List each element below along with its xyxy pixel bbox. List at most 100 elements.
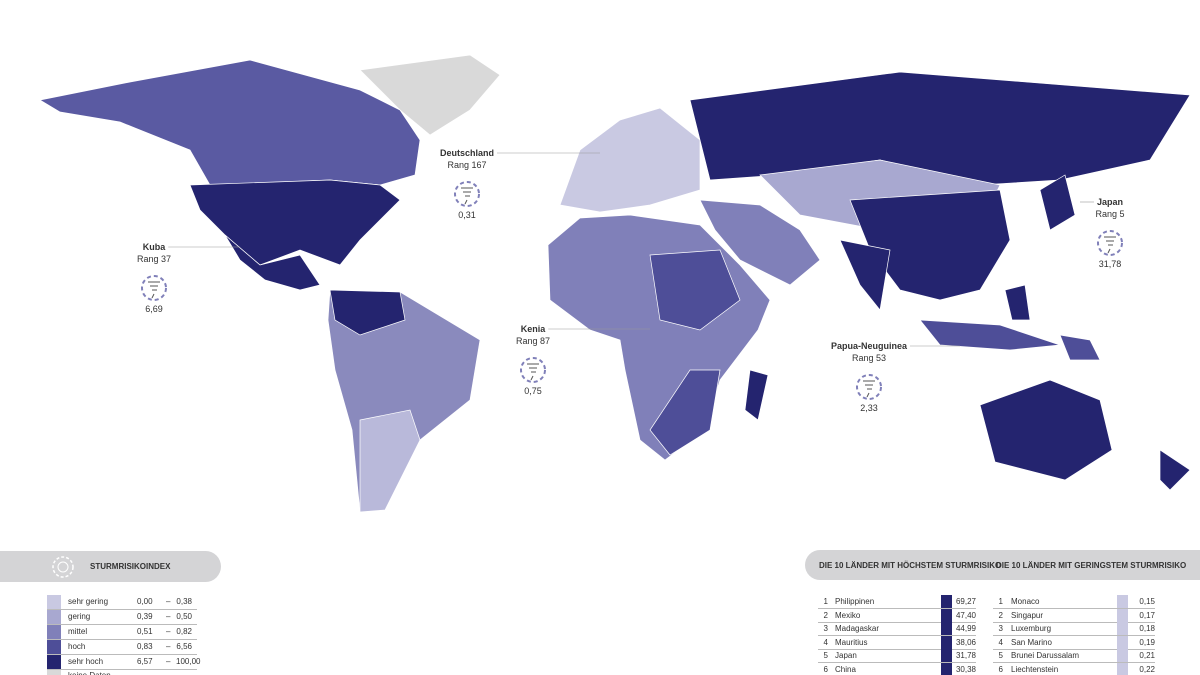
legend-separator: – bbox=[166, 657, 171, 666]
storm-icon bbox=[1097, 230, 1123, 256]
callout-country: Japan bbox=[1097, 197, 1123, 207]
legend-label: mittel bbox=[68, 627, 88, 636]
legend-label: gering bbox=[68, 612, 91, 621]
callout-rank: Rang 87 bbox=[516, 336, 550, 346]
risk-value: 69,27 bbox=[955, 597, 976, 606]
legend-swatch bbox=[47, 640, 61, 654]
risk-value: 30,38 bbox=[955, 664, 976, 674]
legend-separator: – bbox=[166, 612, 171, 621]
countries bbox=[39, 54, 1191, 513]
risk-value: 38,06 bbox=[955, 637, 976, 647]
legend-separator: – bbox=[166, 627, 171, 636]
legend-rule bbox=[47, 669, 197, 670]
rank-number: 4 bbox=[823, 637, 828, 647]
color-bar bbox=[941, 649, 952, 663]
legend-high: 0,82 bbox=[176, 627, 192, 636]
country-name: Singapur bbox=[1011, 610, 1044, 620]
legend-swatch bbox=[47, 655, 61, 669]
storm-icon bbox=[856, 374, 882, 400]
legend-low: 0,83 bbox=[137, 642, 153, 651]
rank-number: 3 bbox=[998, 624, 1003, 633]
callout-rank: Rang 53 bbox=[852, 353, 886, 363]
color-bar bbox=[1117, 635, 1128, 650]
callout-rank: Rang 5 bbox=[1095, 209, 1124, 219]
highest-title: DIE 10 LÄNDER MIT HÖCHSTEM STURMRISIKO bbox=[819, 561, 1002, 570]
legend-low: 6,57 bbox=[137, 657, 153, 666]
rank-number: 1 bbox=[998, 597, 1003, 606]
rank-number: 1 bbox=[823, 597, 828, 606]
legend-rule bbox=[47, 624, 197, 625]
legend-header: STURMRISIKOINDEX bbox=[0, 551, 221, 582]
callout-value: 0,31 bbox=[458, 210, 476, 220]
legend-separator: – bbox=[166, 642, 171, 651]
row-rule bbox=[993, 648, 1155, 650]
risk-value: 0,17 bbox=[1139, 610, 1155, 620]
legend-swatch bbox=[47, 670, 61, 675]
legend-swatch bbox=[47, 595, 61, 609]
color-bar bbox=[1117, 662, 1128, 675]
country-name: Madagaskar bbox=[835, 624, 880, 633]
rank-number: 5 bbox=[998, 651, 1003, 660]
color-bar bbox=[941, 622, 952, 636]
row-rule bbox=[818, 635, 976, 636]
callout-rank: Rang 167 bbox=[447, 160, 486, 170]
callout-value: 0,75 bbox=[524, 386, 542, 396]
risk-value: 31,78 bbox=[955, 651, 976, 660]
rank-number: 2 bbox=[998, 610, 1003, 620]
legend-separator: – bbox=[166, 597, 171, 606]
color-bar bbox=[941, 635, 952, 650]
color-bar bbox=[1117, 649, 1128, 663]
color-bar bbox=[941, 662, 952, 675]
country-name: Brunei Darussalam bbox=[1011, 651, 1080, 660]
legend-label: sehr hoch bbox=[68, 657, 104, 666]
risk-value: 0,21 bbox=[1139, 651, 1155, 660]
legend-low: 0,51 bbox=[137, 627, 153, 636]
legend-high: 0,50 bbox=[176, 612, 192, 621]
lowest-title: DIE 10 LÄNDER MIT GERINGSTEM STURMRISIKO bbox=[996, 561, 1187, 570]
row-rule bbox=[993, 635, 1155, 636]
callout-value: 6,69 bbox=[145, 304, 163, 314]
country-name: China bbox=[835, 664, 856, 674]
country-name: Philippinen bbox=[835, 597, 875, 606]
rank-number: 2 bbox=[823, 610, 828, 620]
color-bar bbox=[941, 608, 952, 623]
legend-rule bbox=[47, 639, 197, 640]
storm-icon bbox=[148, 281, 160, 299]
callout-country: Deutschland bbox=[440, 148, 494, 158]
legend-low: 0,00 bbox=[137, 597, 153, 606]
risk-value: 44,99 bbox=[955, 624, 976, 633]
color-bar bbox=[941, 595, 952, 609]
legend-high: 6,56 bbox=[176, 642, 192, 651]
callout-value: 2,33 bbox=[860, 403, 878, 413]
callout-rank: Rang 37 bbox=[137, 254, 171, 264]
rank-number: 5 bbox=[823, 651, 828, 660]
row-rule bbox=[818, 648, 976, 650]
risk-value: 0,18 bbox=[1139, 624, 1155, 633]
callout-value: 31,78 bbox=[1099, 259, 1122, 269]
risk-value: 0,15 bbox=[1139, 597, 1155, 606]
storm-icon bbox=[863, 380, 875, 398]
legend-rule bbox=[47, 654, 197, 655]
legend-high: 100,00 bbox=[176, 657, 201, 666]
country-name: Mexiko bbox=[835, 610, 861, 620]
risk-value: 0,22 bbox=[1139, 664, 1155, 674]
callout-country: Kuba bbox=[143, 242, 166, 252]
country-name: Japan bbox=[835, 651, 857, 660]
country-name: Luxemburg bbox=[1011, 624, 1052, 633]
color-bar bbox=[1117, 608, 1128, 623]
row-rule bbox=[993, 662, 1155, 663]
legend-swatch bbox=[47, 625, 61, 639]
rank-number: 3 bbox=[823, 624, 828, 633]
risk-value: 0,19 bbox=[1139, 637, 1155, 647]
storm-icon bbox=[461, 187, 473, 205]
storm-icon bbox=[454, 181, 480, 207]
legend-label: keine Daten bbox=[68, 671, 111, 675]
row-rule bbox=[818, 662, 976, 663]
storm-icon bbox=[141, 275, 167, 301]
rank-number: 6 bbox=[998, 664, 1003, 674]
legend-high: 0,38 bbox=[176, 597, 192, 606]
storm-icon bbox=[527, 363, 539, 381]
country-name: Monaco bbox=[1011, 597, 1040, 606]
callout-country: Kenia bbox=[521, 324, 547, 334]
